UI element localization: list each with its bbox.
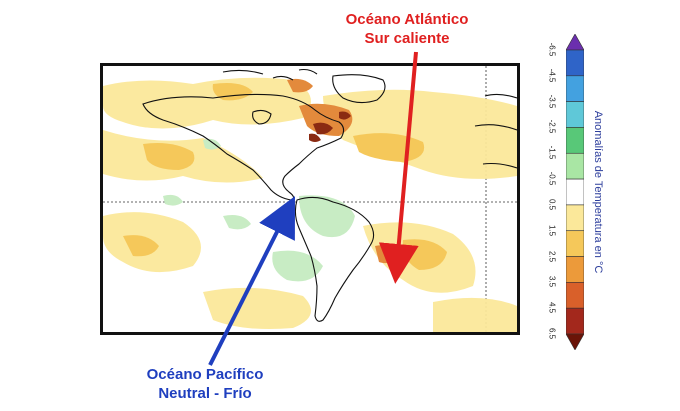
colorbar-swatch xyxy=(565,152,585,180)
atlantic-arrow xyxy=(378,51,419,284)
warm-anomaly-deep xyxy=(309,111,351,142)
atlantic-annotation: Océano Atlántico Sur caliente xyxy=(292,10,522,48)
warm-anomaly-light xyxy=(103,77,517,332)
colorbar-cap-top xyxy=(565,33,585,51)
colorbar-swatch xyxy=(565,75,585,102)
colorbar-swatch xyxy=(565,204,585,232)
colorbar-swatch xyxy=(565,101,585,128)
colorbar-swatch xyxy=(565,178,585,206)
atlantic-annotation-line2: Sur caliente xyxy=(364,30,450,47)
pacific-annotation-line2: Neutral - Frío xyxy=(158,385,252,402)
colorbar-title: Anomalías de Temperatura en °C xyxy=(592,110,604,274)
pacific-annotation: Océano Pacífico Neutral - Frío xyxy=(100,365,310,403)
colorbar-swatch xyxy=(565,49,585,77)
south-america-outline xyxy=(294,196,375,322)
temperature-colorbar xyxy=(565,33,585,351)
colorbar-swatches xyxy=(565,33,585,351)
cool-anomaly xyxy=(163,138,355,282)
atlantic-annotation-line1: Océano Atlántico xyxy=(345,11,469,28)
pacific-arrow xyxy=(208,196,295,366)
colorbar-cap-bottom xyxy=(565,333,585,351)
colorbar-swatch xyxy=(565,127,585,154)
north-america-outline xyxy=(142,93,345,201)
colorbar-tick-label: 6.5 xyxy=(547,327,557,340)
europe-outline xyxy=(474,93,517,169)
colorbar-swatch xyxy=(565,307,585,335)
continent-outlines xyxy=(142,68,517,322)
colorbar-swatch xyxy=(565,230,585,257)
colorbar-swatch xyxy=(565,282,585,309)
pacific-annotation-line1: Océano Pacífico xyxy=(146,366,264,383)
colorbar-swatch xyxy=(565,256,585,283)
greenland-outline xyxy=(332,74,386,104)
